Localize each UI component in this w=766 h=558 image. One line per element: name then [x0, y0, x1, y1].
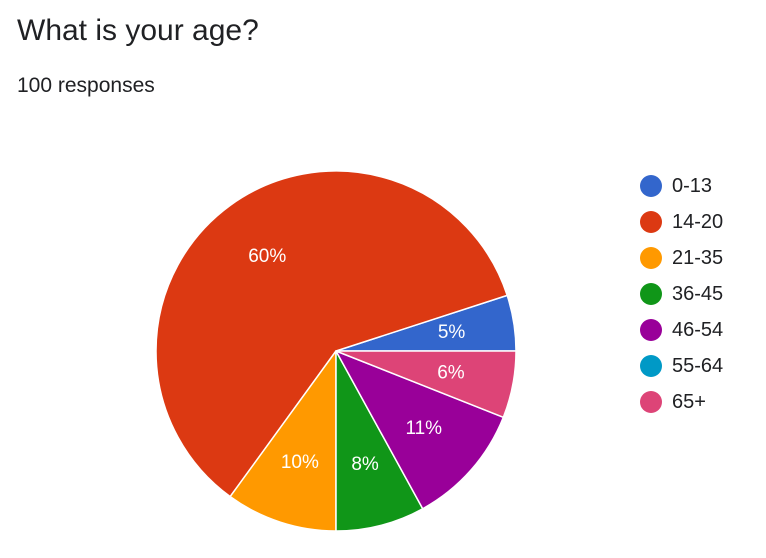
legend-swatch-icon: [640, 247, 662, 269]
chart-legend: 0-13 14-20 21-35 36-45 46-54 55-64 65+: [640, 168, 723, 420]
slice-label-14-20: 60%: [248, 246, 286, 267]
legend-label: 21-35: [672, 247, 724, 269]
slice-label-65+: 6%: [437, 362, 465, 383]
legend-item-46-54[interactable]: 46-54: [640, 312, 723, 348]
slice-label-46-54: 11%: [405, 418, 442, 439]
legend-item-36-45[interactable]: 36-45: [640, 276, 723, 312]
pie-slice-14-20[interactable]: [155, 170, 508, 498]
legend-item-14-20[interactable]: 14-20: [640, 204, 723, 240]
legend-label: 65+: [672, 391, 706, 413]
legend-swatch-icon: [640, 319, 662, 341]
pie-slice-65+[interactable]: [335, 350, 517, 419]
legend-label: 55-64: [672, 355, 724, 377]
legend-swatch-icon: [640, 175, 662, 197]
legend-swatch-icon: [640, 283, 662, 305]
slice-label-0-13: 5%: [438, 322, 466, 343]
chart-title: What is your age?: [17, 14, 259, 47]
pie-slice-labels: 5% 60% 10% 8% 11% 6%: [248, 246, 465, 475]
pie-slice-46-54[interactable]: [335, 350, 505, 510]
legend-item-21-35[interactable]: 21-35: [640, 240, 723, 276]
legend-swatch-icon: [640, 391, 662, 413]
pie-slices: [155, 170, 517, 532]
pie-slice-36-45[interactable]: [335, 350, 424, 532]
slice-label-21-35: 10%: [281, 452, 319, 473]
response-count: 100 responses: [17, 74, 155, 97]
legend-label: 36-45: [672, 283, 724, 305]
slice-label-36-45: 8%: [351, 454, 379, 475]
legend-swatch-icon: [640, 355, 662, 377]
legend-label: 14-20: [672, 211, 724, 233]
legend-item-55-64[interactable]: 55-64: [640, 348, 723, 384]
legend-item-65+[interactable]: 65+: [640, 384, 723, 420]
legend-label: 46-54: [672, 319, 724, 341]
legend-label: 0-13: [672, 175, 713, 197]
legend-swatch-icon: [640, 211, 662, 233]
legend-item-0-13[interactable]: 0-13: [640, 168, 723, 204]
pie-slice-21-35[interactable]: [229, 350, 337, 532]
